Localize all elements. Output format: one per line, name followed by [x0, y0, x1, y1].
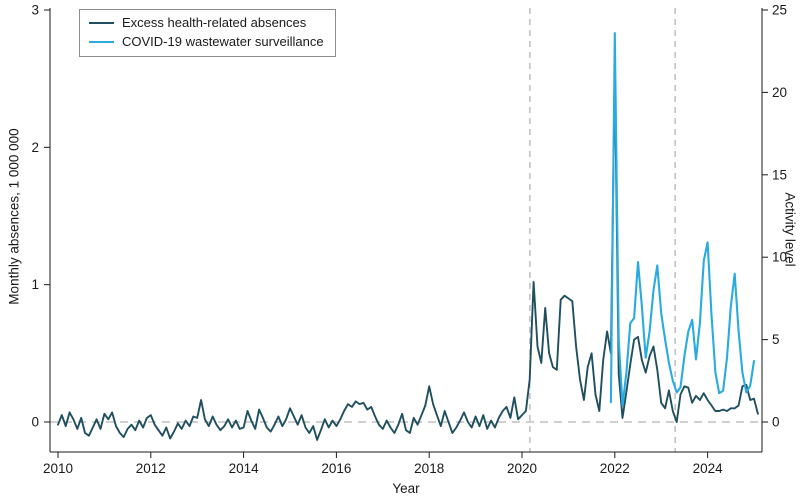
left-tick-label: 1	[31, 277, 39, 292]
left-tick-label: 3	[31, 3, 39, 18]
left-tick-label: 0	[31, 415, 39, 430]
right-tick-label: 5	[772, 332, 780, 347]
right-tick-label: 10	[772, 250, 787, 265]
right-axis-title: Activity level	[782, 192, 798, 267]
series-line-absences	[57, 66, 759, 441]
x-tick-label: 2016	[321, 461, 351, 476]
legend: Excess health-related absences COVID-19 …	[79, 9, 336, 57]
right-tick-label: 25	[772, 3, 787, 18]
x-tick-label: 2018	[414, 461, 444, 476]
right-tick-label: 20	[772, 85, 787, 100]
right-tick-label: 0	[772, 415, 780, 430]
left-tick-label: 2	[31, 140, 39, 155]
legend-line-swatch-dark	[89, 22, 114, 24]
right-tick-label: 15	[772, 167, 787, 182]
x-axis-title: Year	[392, 481, 420, 496]
x-tick-label: 2014	[229, 461, 260, 476]
left-axis-title: Monthly absences, 1 000 000	[6, 128, 22, 305]
x-tick-label: 2024	[693, 461, 724, 476]
legend-label-wastewater: COVID-19 wastewater surveillance	[122, 34, 324, 49]
x-tick-label: 2022	[600, 461, 630, 476]
legend-item-absences: Excess health-related absences	[89, 15, 327, 31]
x-tick-label: 2012	[136, 461, 166, 476]
x-tick-label: 2020	[507, 461, 537, 476]
x-tick-label: 2010	[43, 461, 73, 476]
legend-label-absences: Excess health-related absences	[122, 15, 307, 30]
series-line-wastewater	[609, 32, 756, 407]
legend-line-swatch-blue	[89, 41, 114, 43]
legend-item-wastewater: COVID-19 wastewater surveillance	[89, 34, 327, 50]
